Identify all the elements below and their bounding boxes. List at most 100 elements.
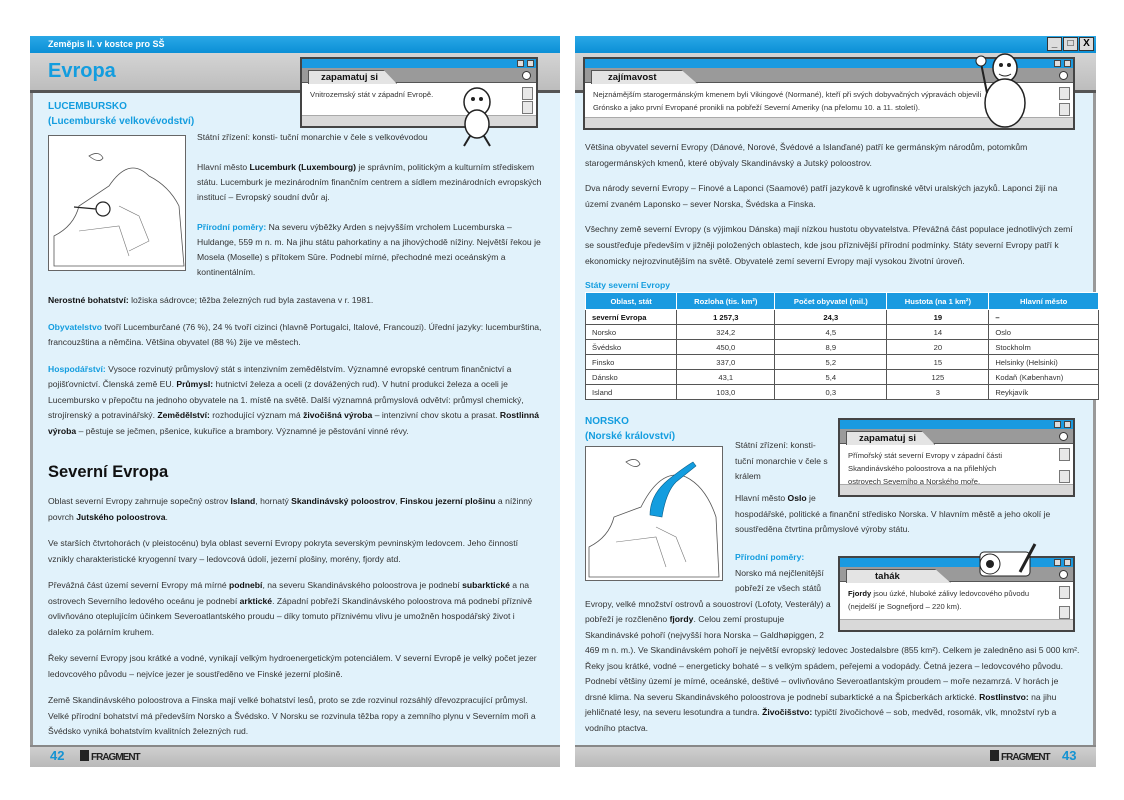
lux-subheading: (Lucemburské velkovévodství)	[48, 116, 195, 127]
text-run: . Západní pobřeží Skandinávského poloost…	[48, 595, 532, 637]
section-title: Evropa	[48, 60, 116, 82]
bold-text: Živočišstvo:	[762, 707, 813, 717]
bold-text: Rostlinná výroba	[48, 410, 540, 436]
text-run: je správním, politickým a kulturním stře…	[197, 162, 542, 202]
minimize-button[interactable]: _	[1047, 37, 1062, 51]
table-cell: Island	[584, 384, 678, 400]
column-header: Hustota (na 1 km²)	[886, 292, 990, 310]
text-run: Převážná část území severní Evropy má mí…	[48, 580, 230, 590]
table-cell: 337,0	[676, 354, 776, 370]
table-caption: Státy severní Evropy	[585, 280, 671, 290]
lux-intro: Státní zřízení: konsti- tuční monarchie …	[197, 130, 542, 295]
page-number-right: 43	[1062, 748, 1077, 763]
text-run: a nížinný povrch	[48, 496, 533, 522]
paragraph: Hlavní město Lucemburk (Luxembourg) je s…	[197, 160, 542, 205]
scroll-up-button[interactable]	[1059, 448, 1070, 461]
bold-text: Skandinávský poloostrov	[291, 496, 396, 506]
paragraph: Obyvatelstvo tvoří Lucemburčané (76 %), …	[48, 320, 542, 351]
publisher-logo-left: FRAGMENT	[80, 750, 141, 763]
text-run: Hlavní město	[197, 162, 250, 172]
publisher-logo-right: FRAGMENT	[990, 750, 1051, 763]
table-cell: 125	[886, 369, 990, 385]
scroll-down-button[interactable]	[1059, 103, 1070, 116]
table-cell: Stockholm	[988, 339, 1099, 355]
europe-map-luxembourg	[48, 135, 186, 271]
thinking-character-icon	[463, 87, 491, 147]
play-icon[interactable]	[1059, 570, 1068, 579]
bold-text: Průmysl:	[176, 379, 214, 389]
close-button[interactable]: X	[1079, 37, 1094, 51]
text-run: Řeky severní Evropy jsou krátké a vodné,…	[48, 653, 537, 679]
logo-text: FRAGMENT	[91, 752, 141, 763]
remember-box: zapamatuj si Vnitrozemský stát v západní…	[300, 57, 538, 128]
maximize-button[interactable]: □	[1063, 37, 1078, 51]
play-icon[interactable]	[1059, 432, 1068, 441]
lux-heading: LUCEMBURSKO	[48, 101, 127, 112]
paragraph: Země Skandinávského poloostrova a Finska…	[48, 693, 542, 740]
table-row: Dánsko 43,1 5,4 125 Kodaň (København)	[584, 369, 1099, 385]
right-footer	[575, 745, 1096, 767]
table-cell: 43,1	[676, 369, 776, 385]
scroll-up-button[interactable]	[522, 87, 533, 100]
text-run: ,	[395, 496, 401, 506]
table-cell: 5,4	[774, 369, 888, 385]
scroll-down-button[interactable]	[1059, 606, 1070, 619]
fact-box-title: zajímavost	[591, 70, 698, 84]
table-cell: 8,9	[774, 339, 888, 355]
table-cell: Reykjavík	[988, 384, 1099, 400]
scroll-pen-icon	[979, 543, 1037, 577]
column-header: Počet obyvatel (mil.)	[774, 292, 888, 310]
column-header: Hlavní město	[988, 292, 1099, 310]
text-run: .	[165, 511, 168, 522]
table-header-row: Oblast, stát Rozloha (tis. km²) Počet obyv…	[584, 292, 1099, 310]
text-run: Všechny země severní Evropy (s výjimkou …	[585, 224, 1073, 266]
table-cell: Norsko	[584, 324, 678, 340]
north-europe-population: Většina obyvatel severní Evropy (Dánové,…	[585, 139, 1080, 278]
table-row: Švédsko 450,0 8,9 20 Stockholm	[584, 339, 1099, 355]
table-cell: 3	[886, 384, 990, 400]
table-cell: 19	[886, 309, 990, 325]
bold-text: fjordy	[669, 614, 694, 624]
fact-box-text: Nejznámějším starogermánským kmenem byli…	[593, 90, 982, 112]
paragraph: Přírodní poměry: Na severu výběžky Arden…	[197, 220, 542, 280]
text-run: typičtí živočichové – sob, medvěd, rosom…	[585, 707, 1057, 733]
scroll-up-button[interactable]	[1059, 586, 1070, 599]
table-cell: 450,0	[676, 339, 776, 355]
highlight-label: Obyvatelstvo	[48, 321, 102, 332]
bold-text: podnebí	[229, 580, 263, 590]
table-row: severní Evropa 1 257,3 24,3 19–	[584, 309, 1099, 325]
play-icon[interactable]	[1059, 71, 1068, 80]
play-icon[interactable]	[522, 71, 531, 80]
scroll-down-button[interactable]	[522, 101, 533, 114]
table-cell: 15	[886, 354, 990, 370]
scroll-down-button[interactable]	[1059, 470, 1070, 483]
table-cell: Finsko	[584, 354, 678, 370]
highlight-label: Přírodní poměry:	[735, 552, 805, 562]
bold-text: Jutského poloostrova	[76, 511, 166, 522]
table-row: Norsko 324,2 4,5 14 Oslo	[584, 324, 1099, 340]
bold-text: Finskou jezerní plošinu	[400, 496, 496, 506]
text-run: Dva národy severní Evropy – Finové a Lap…	[585, 183, 1058, 209]
cheat-box: tahák Fjordy jsou úzké, hluboké zálivy l…	[838, 556, 1075, 632]
bold-text: Oslo	[787, 493, 807, 503]
paragraph: Všechny země severní Evropy (s výjimkou …	[585, 221, 1080, 269]
page-number-left: 42	[50, 748, 65, 763]
text-run: – intenzivní chov skotu a prasat.	[372, 410, 500, 420]
table-cell: 14	[886, 324, 990, 340]
table-cell: Helsinky (Helsinki)	[988, 354, 1099, 370]
lux-details: Nerostné bohatství: ložiska sádrovce; tě…	[48, 293, 542, 450]
paragraph: Nerostné bohatství: ložiska sádrovce; tě…	[48, 293, 542, 309]
text-run: Oblast severní Evropy zahrnuje sopečný o…	[48, 496, 231, 506]
remember-box-text: Vnitrozemský stát v západní Evropě.	[310, 90, 434, 99]
text-run: Země Skandinávského poloostrova a Finska…	[48, 695, 536, 736]
norway-heading: NORSKO	[585, 416, 629, 427]
nordic-states-table: Oblast, stát Rozloha (tis. km²) Počet obyv…	[584, 292, 1099, 400]
table-cell: Kodaň (København)	[988, 369, 1099, 385]
waving-character-icon	[975, 53, 1026, 128]
scroll-up-button[interactable]	[1059, 87, 1070, 100]
text-run: Norsko má nejčleni­tější pobřeží ze všec…	[585, 567, 831, 625]
norway-subheading: (Norské království)	[585, 431, 676, 442]
table-cell: severní Evropa	[584, 309, 678, 325]
table-cell: 0,3	[774, 384, 888, 400]
column-header: Oblast, stát	[584, 292, 678, 310]
